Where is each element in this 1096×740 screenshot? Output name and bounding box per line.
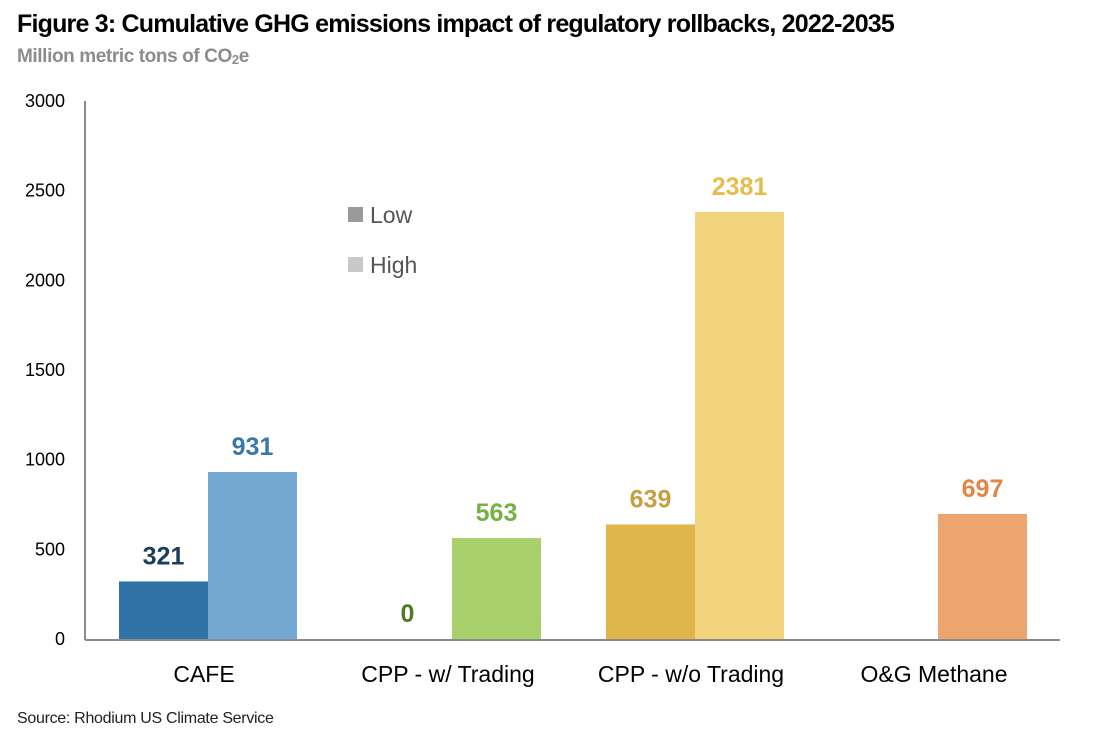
- y-tick-label: 3000: [25, 91, 65, 111]
- x-category-label: CPP - w/o Trading: [598, 661, 784, 687]
- y-tick-label: 1000: [25, 450, 65, 470]
- chart-title: Figure 3: Cumulative GHG emissions impac…: [17, 10, 895, 38]
- x-category-label: CPP - w/ Trading: [361, 661, 534, 687]
- legend-swatch: [348, 257, 363, 272]
- legend-swatch: [348, 207, 363, 222]
- data-label-low: 321: [143, 542, 185, 570]
- x-category-label: O&G Methane: [860, 661, 1007, 687]
- data-label-high: 931: [232, 433, 274, 461]
- bar-high: [208, 472, 297, 639]
- x-category-label: CAFE: [173, 661, 234, 687]
- legend-label: Low: [370, 202, 413, 228]
- bar-low: [606, 524, 695, 639]
- y-tick-label: 2000: [25, 270, 65, 290]
- subtitle-suffix: e: [238, 46, 250, 67]
- bar-chart: 0 500 1000 1500 2000 2500 3000 321 931 CAFE 0 563 CP…: [25, 91, 1060, 687]
- data-label-low: 639: [630, 485, 672, 513]
- y-tick-label: 0: [55, 629, 65, 649]
- subtitle-subscript: 2: [231, 52, 239, 67]
- bar-high: [938, 514, 1027, 639]
- data-label-high: 2381: [712, 173, 768, 201]
- chart-subtitle: Million metric tons of CO2e: [17, 46, 249, 68]
- bar-high: [452, 538, 541, 639]
- legend-label: High: [370, 252, 417, 278]
- data-label-low: 0: [401, 600, 415, 628]
- bar-low: [119, 581, 208, 639]
- data-label-high: 697: [962, 475, 1004, 503]
- y-tick-label: 500: [35, 539, 65, 559]
- data-label-high: 563: [476, 499, 518, 527]
- y-tick-label: 1500: [25, 360, 65, 380]
- bar-high: [695, 212, 784, 640]
- source-note: Source: Rhodium US Climate Service: [17, 710, 274, 727]
- subtitle-text: Million metric tons of CO: [17, 46, 232, 67]
- y-tick-label: 2500: [25, 181, 65, 201]
